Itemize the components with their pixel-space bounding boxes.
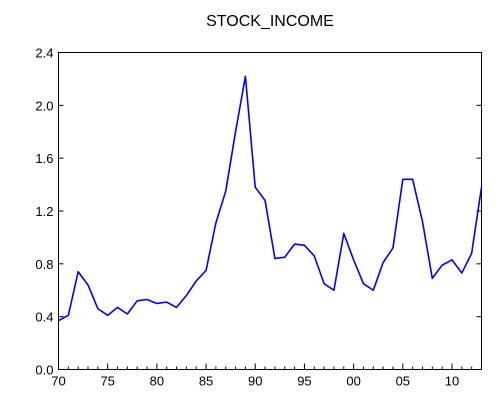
y-tick-label: 0.8 [35, 257, 53, 272]
x-tick-label: 75 [100, 374, 114, 389]
x-tick-label: 90 [248, 374, 262, 389]
x-tick-label: 10 [445, 374, 459, 389]
x-tick-label: 80 [150, 374, 164, 389]
y-axis: 0.0 0.4 0.8 1.2 1.6 2.0 2.4 [35, 46, 482, 378]
x-tick-label: 85 [199, 374, 213, 389]
y-tick-label: 0.0 [35, 363, 53, 378]
y-tick-label: 2.4 [35, 46, 53, 61]
series-line [58, 75, 483, 322]
x-tick-label: 95 [297, 374, 311, 389]
x-axis: 70 75 80 85 90 95 00 05 10 [51, 363, 482, 389]
plot-frame [58, 52, 482, 370]
x-tick-label: 05 [396, 374, 410, 389]
x-tick-label: 00 [346, 374, 360, 389]
chart-title: STOCK_INCOME [206, 13, 334, 30]
x-tick-label: 70 [51, 374, 65, 389]
y-tick-label: 1.2 [35, 204, 53, 219]
series-layer [58, 75, 483, 322]
y-tick-label: 2.0 [35, 98, 53, 113]
y-tick-label: 1.6 [35, 151, 53, 166]
y-tick-label: 0.4 [35, 310, 53, 325]
